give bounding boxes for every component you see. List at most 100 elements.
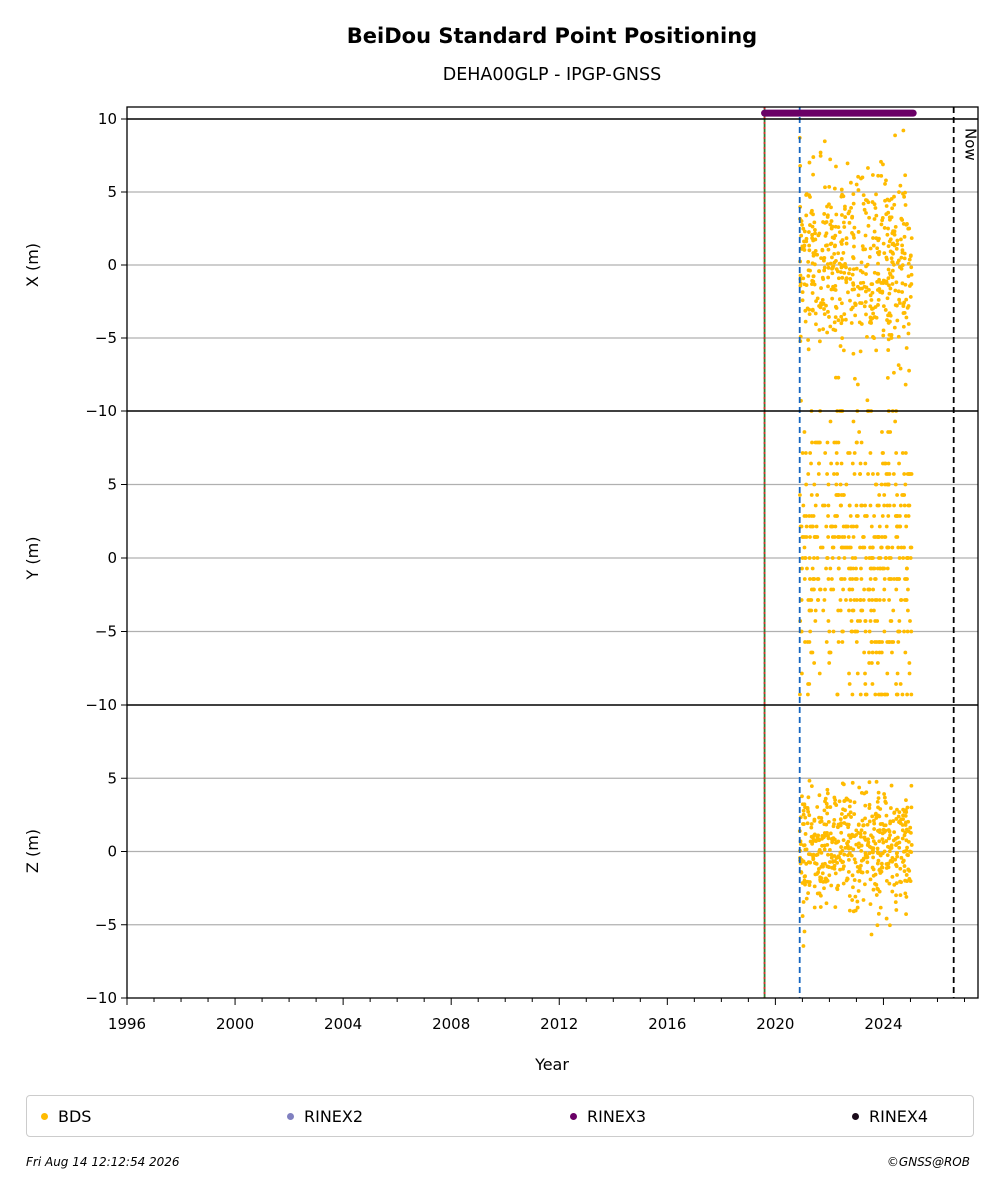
bds-point	[863, 682, 868, 686]
bds-point	[856, 845, 861, 849]
bds-point	[906, 556, 910, 560]
bds-point	[881, 162, 885, 167]
bds-point	[832, 251, 837, 256]
bds-point	[864, 312, 868, 317]
bds-point	[905, 305, 910, 310]
bds-point	[882, 792, 887, 796]
bds-point	[867, 215, 872, 220]
bds-point	[833, 801, 837, 806]
bds-point	[897, 461, 901, 466]
bds-point	[895, 671, 900, 676]
bds-point	[825, 787, 830, 792]
bds-point	[887, 849, 892, 854]
legend-label-rinex4: RINEX4	[869, 1106, 929, 1126]
bds-point	[858, 472, 862, 476]
bds-point	[867, 806, 872, 810]
bds-point	[821, 608, 826, 613]
plot-frame	[126, 106, 979, 999]
bds-point	[862, 207, 867, 212]
bds-point	[804, 524, 809, 529]
bds-point	[875, 288, 880, 292]
bds-point	[893, 133, 897, 138]
bds-point	[854, 640, 859, 644]
bds-point	[886, 430, 891, 434]
bds-point	[887, 283, 891, 288]
bds-point	[800, 298, 805, 303]
bds-point	[865, 822, 870, 827]
bds-point	[806, 274, 811, 278]
bds-point	[858, 598, 863, 602]
bds-point	[846, 211, 851, 216]
bds-point	[810, 307, 815, 312]
bds-point	[878, 640, 882, 644]
bds-point	[868, 877, 873, 882]
bds-point	[804, 213, 809, 218]
bds-point	[880, 692, 884, 697]
legend-marker-bds	[41, 1112, 48, 1120]
bds-point	[831, 836, 836, 841]
bds-point	[832, 320, 837, 325]
bds-point	[800, 244, 805, 249]
bds-point	[855, 619, 860, 623]
bds-point	[874, 213, 879, 218]
x-tick-label: 2012	[540, 1015, 578, 1033]
bds-point	[856, 889, 861, 893]
bds-point	[838, 482, 843, 487]
bds-point	[887, 556, 892, 560]
bds-point	[848, 180, 853, 185]
bds-point	[842, 556, 847, 560]
bds-point	[895, 238, 900, 243]
bds-point	[844, 236, 849, 241]
bds-point	[871, 311, 876, 316]
bds-point	[815, 493, 820, 497]
bds-point	[846, 825, 851, 830]
bds-point	[869, 932, 874, 937]
bds-point	[835, 692, 840, 697]
bds-point	[825, 204, 829, 209]
bds-point	[841, 220, 846, 225]
bds-point	[851, 192, 856, 197]
bds-point	[825, 864, 830, 869]
bds-point	[896, 545, 901, 550]
now-label: Now	[962, 128, 980, 161]
bds-point	[800, 222, 804, 227]
bds-point	[896, 814, 901, 819]
bds-point	[864, 692, 869, 697]
legend-marker-rinex3	[570, 1112, 577, 1120]
bds-point	[890, 260, 895, 264]
bds-point	[886, 267, 891, 272]
bds-point	[880, 865, 885, 870]
bds-point	[909, 629, 914, 634]
bds-point	[803, 556, 808, 560]
bds-point	[807, 193, 812, 198]
bds-point	[877, 828, 882, 833]
bds-point	[881, 328, 886, 333]
bds-point	[838, 598, 843, 602]
bds-point	[881, 333, 886, 338]
bds-point	[895, 260, 900, 265]
bds-point	[808, 268, 812, 273]
bds-point	[804, 482, 809, 487]
bds-point	[798, 283, 803, 288]
bds-point	[810, 566, 815, 571]
bds-point	[853, 313, 858, 318]
bds-point	[884, 839, 889, 843]
bds-point	[909, 272, 914, 277]
bds-point	[813, 608, 818, 613]
chart-subtitle: DEHA00GLP - IPGP-GNSS	[443, 65, 662, 85]
bds-point	[876, 298, 881, 302]
bds-point	[808, 629, 813, 634]
bds-point	[847, 908, 852, 913]
bds-point	[865, 262, 870, 267]
bds-point	[847, 566, 851, 571]
bds-point	[805, 821, 810, 826]
bds-point	[851, 351, 856, 356]
bds-point	[856, 230, 861, 234]
bds-point	[904, 895, 909, 899]
bds-point	[896, 334, 901, 339]
bds-point	[801, 503, 806, 508]
bds-point	[882, 226, 887, 230]
bds-point	[815, 835, 820, 840]
bds-point	[880, 514, 885, 518]
bds-point	[848, 846, 853, 850]
